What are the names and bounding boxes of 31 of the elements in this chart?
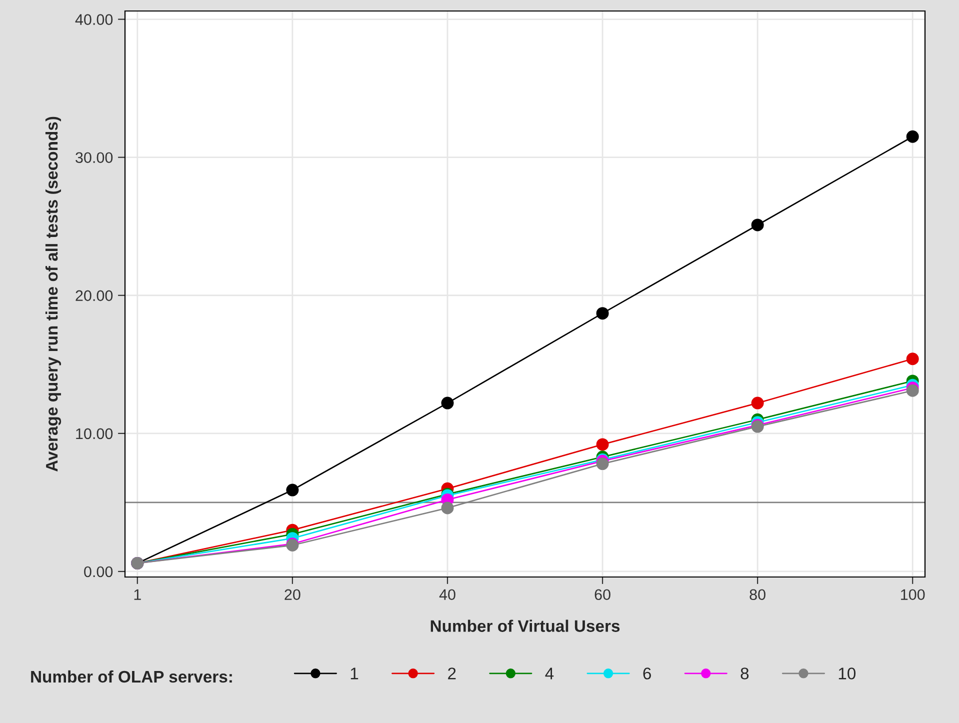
x-tick-label: 80 bbox=[750, 589, 766, 600]
point bbox=[751, 396, 764, 410]
legend-label: 2 bbox=[448, 668, 456, 680]
legend-label: 1 bbox=[350, 668, 358, 680]
legend-title: Number of OLAP servers: bbox=[31, 670, 232, 683]
x-tick-label: 60 bbox=[594, 589, 610, 600]
x-tick-label: 100 bbox=[901, 589, 925, 600]
x-tick-label: 20 bbox=[284, 589, 300, 600]
point bbox=[596, 438, 609, 451]
point bbox=[286, 484, 299, 496]
point bbox=[441, 396, 454, 410]
legend-label: 10 bbox=[838, 668, 856, 680]
y-tick-label: 20.00 bbox=[76, 290, 113, 302]
y-tick-label: 30.00 bbox=[76, 152, 113, 164]
legend-label: 4 bbox=[545, 668, 554, 680]
legend-label: 8 bbox=[740, 668, 749, 680]
y-axis-title: Average query run time of all tests (seconds) bbox=[45, 116, 62, 472]
point bbox=[596, 307, 609, 320]
point bbox=[751, 218, 764, 232]
y-tick-label: 10.00 bbox=[76, 428, 113, 440]
point bbox=[906, 130, 919, 143]
legend-label: 6 bbox=[643, 668, 651, 680]
y-tick-label: 40.00 bbox=[75, 14, 113, 25]
x-tick-label: 1 bbox=[134, 589, 141, 600]
x-axis-title: Number of Virtual Users bbox=[430, 620, 620, 632]
point bbox=[906, 384, 919, 397]
point bbox=[596, 458, 609, 470]
point bbox=[441, 502, 454, 514]
x-tick-label: 40 bbox=[439, 589, 456, 600]
point bbox=[906, 352, 919, 366]
y-tick-label: 0.00 bbox=[84, 566, 113, 578]
